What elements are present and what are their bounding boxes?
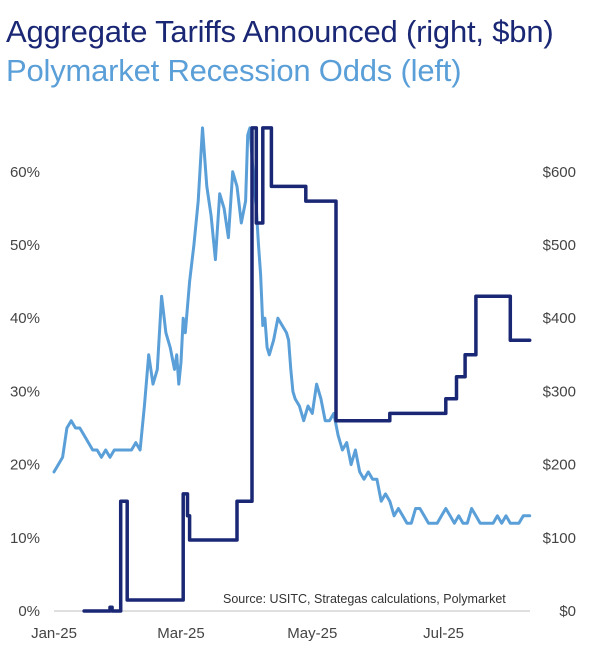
right-axis-tick-label: $100	[543, 530, 576, 547]
right-axis-tick-label: $0	[559, 603, 576, 620]
tariffs-line	[82, 126, 532, 613]
left-axis-tick-label: 20%	[10, 457, 40, 474]
x-axis-tick-label: Jul-25	[423, 625, 464, 642]
x-axis-tick-label: Jan-25	[31, 625, 77, 642]
left-axis-tick-label: 50%	[10, 237, 40, 254]
source-note: Source: USITC, Strategas calculations, P…	[223, 592, 506, 606]
left-axis-tick-label: 10%	[10, 530, 40, 547]
right-axis-tick-label: $300	[543, 383, 576, 400]
x-axis: Jan-25 Mar-25 May-25 Jul-25	[31, 625, 464, 642]
left-axis-tick-label: 40%	[10, 310, 40, 327]
x-axis-tick-label: May-25	[287, 625, 337, 642]
x-axis-tick-label: Mar-25	[157, 625, 205, 642]
series-lines	[52, 126, 532, 613]
left-axis-tick-label: 60%	[10, 164, 40, 181]
right-axis-tick-label: $500	[543, 237, 576, 254]
recession-odds-line	[52, 126, 532, 525]
chart-title: Aggregate Tariffs Announced (right, $bn)	[6, 14, 554, 49]
right-axis-tick-label: $400	[543, 310, 576, 327]
left-axis: 0% 10% 20% 30% 40% 50% 60%	[10, 164, 40, 620]
chart-subtitle: Polymarket Recession Odds (left)	[6, 53, 462, 88]
right-axis-tick-label: $600	[543, 164, 576, 181]
right-axis: $0 $100 $200 $300 $400 $500 $600	[543, 164, 576, 620]
left-axis-tick-label: 30%	[10, 383, 40, 400]
left-axis-tick-label: 0%	[18, 603, 40, 620]
right-axis-tick-label: $200	[543, 457, 576, 474]
